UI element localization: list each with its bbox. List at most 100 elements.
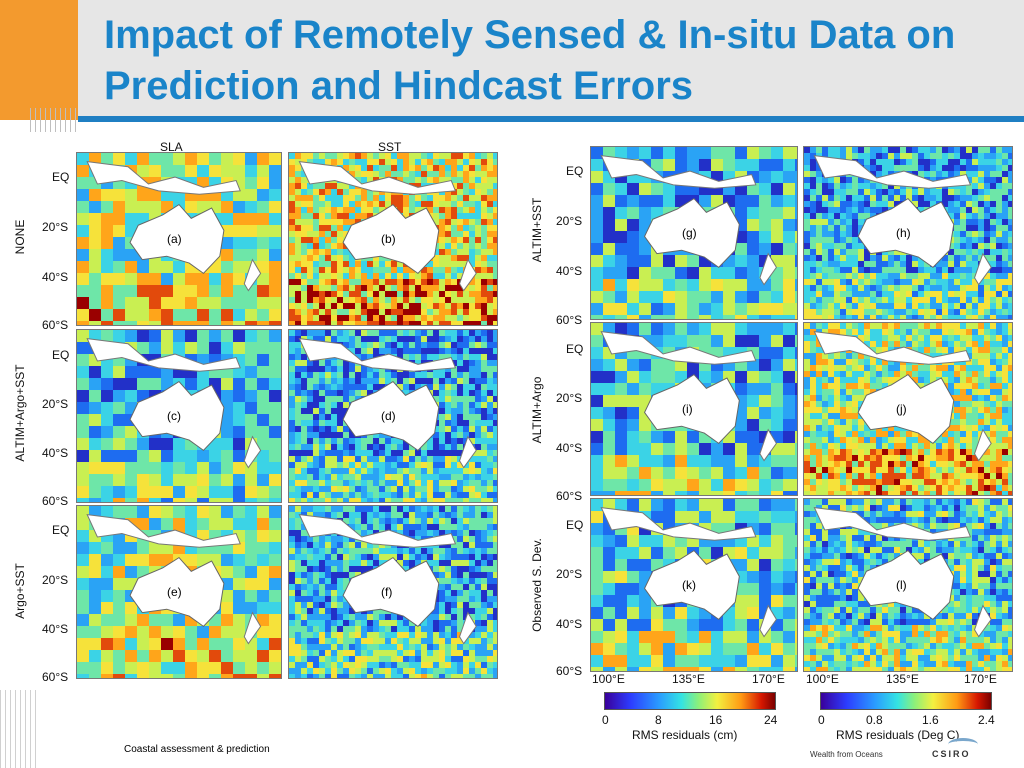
panel-label: (g): [682, 226, 697, 240]
colorbar-tick: 2.4: [978, 713, 995, 727]
lat-tick: 60°S: [556, 489, 583, 503]
lat-tick: EQ: [52, 523, 70, 537]
lon-tick: 170°E: [752, 672, 785, 686]
lat-tick: 40°S: [42, 446, 69, 460]
panel-label: (a): [167, 232, 182, 246]
colorbar-cm: [604, 692, 776, 710]
australia-landmass: [129, 203, 225, 275]
indonesia-landmass: [600, 154, 757, 189]
new-zealand-landmass: [974, 604, 992, 638]
lat-tick: EQ: [566, 164, 584, 178]
lat-tick: 20°S: [42, 397, 69, 411]
australia-landmass: [342, 203, 440, 275]
colorbar-tick: 8: [655, 713, 662, 727]
new-zealand-landmass: [243, 435, 262, 469]
panel-label: (k): [682, 578, 696, 592]
map-panel-g: (g): [590, 146, 798, 320]
map-panel-d: (d): [288, 329, 498, 503]
lat-tick: 60°S: [42, 318, 69, 332]
australia-landmass: [857, 373, 955, 445]
colorbar-tick: 0: [602, 713, 609, 727]
row-label-observed-sdev: Observed S. Dev.: [530, 538, 544, 632]
indonesia-landmass: [86, 337, 241, 372]
orange-accent-bar: [0, 0, 78, 120]
australia-landmass: [643, 549, 740, 621]
indonesia-landmass: [298, 160, 457, 195]
lon-tick: 100°E: [592, 672, 625, 686]
brand-tagline: Wealth from Oceans: [810, 750, 883, 759]
decorative-stripes: [30, 108, 78, 132]
panel-label: (h): [896, 226, 911, 240]
map-panel-c: (c): [76, 329, 282, 503]
new-zealand-landmass: [759, 252, 777, 286]
panel-label: (c): [167, 409, 181, 423]
indonesia-landmass: [298, 513, 457, 548]
indonesia-landmass: [298, 337, 457, 372]
colorbar-tick: 0.8: [866, 713, 883, 727]
panel-label: (d): [381, 409, 396, 423]
lat-tick: 60°S: [556, 313, 583, 327]
colorbar-label-cm: RMS residuals (cm): [632, 728, 738, 742]
new-zealand-landmass: [243, 611, 262, 645]
lat-tick: 20°S: [42, 573, 69, 587]
new-zealand-landmass: [459, 435, 477, 469]
lat-tick: 40°S: [556, 617, 583, 631]
row-label-altim-sst: ALTIM+SST: [530, 197, 544, 263]
indonesia-landmass: [600, 330, 757, 365]
indonesia-landmass: [600, 506, 757, 541]
lat-tick: EQ: [52, 348, 70, 362]
indonesia-landmass: [813, 506, 972, 541]
map-panel-j: (j): [803, 322, 1013, 496]
lat-tick: EQ: [52, 170, 70, 184]
lat-tick: 20°S: [556, 214, 583, 228]
map-panel-h: (h): [803, 146, 1013, 320]
row-label-altim-argo: ALTIM+Argo: [530, 376, 544, 444]
australia-landmass: [129, 380, 225, 452]
indonesia-landmass: [86, 513, 241, 548]
csiro-logo-icon: [948, 738, 978, 751]
decorative-stripes-bottom: [0, 690, 40, 768]
column-label-sst: SST: [378, 140, 402, 154]
map-panel-i: (i): [590, 322, 798, 496]
new-zealand-landmass: [243, 258, 262, 292]
australia-landmass: [129, 556, 225, 628]
colorbar-label-degc: RMS residuals (Deg C): [836, 728, 960, 742]
panel-label: (i): [682, 402, 693, 416]
indonesia-landmass: [813, 330, 972, 365]
lon-tick: 170°E: [964, 672, 997, 686]
lat-tick: 20°S: [42, 220, 69, 234]
lat-tick: 60°S: [42, 494, 69, 508]
new-zealand-landmass: [459, 611, 477, 645]
panel-label: (f): [381, 585, 393, 599]
row-label-altim-argo-sst: ALTIM+Argo+SST: [13, 364, 27, 462]
new-zealand-landmass: [974, 252, 992, 286]
lat-tick: 40°S: [556, 264, 583, 278]
colorbar-tick: 1.6: [922, 713, 939, 727]
new-zealand-landmass: [974, 428, 992, 462]
australia-landmass: [643, 373, 740, 445]
new-zealand-landmass: [459, 258, 477, 292]
lon-tick: 135°E: [886, 672, 919, 686]
slide-header: [0, 0, 1024, 120]
indonesia-landmass: [813, 154, 972, 189]
panel-label: (b): [381, 232, 396, 246]
panel-label: (j): [896, 402, 907, 416]
footer-text: Coastal assessment & prediction: [124, 744, 270, 755]
panel-label: (e): [167, 585, 182, 599]
new-zealand-landmass: [759, 604, 777, 638]
lat-tick: 40°S: [556, 441, 583, 455]
lat-tick: 60°S: [556, 664, 583, 678]
map-panel-l: (l): [803, 498, 1013, 672]
australia-landmass: [643, 197, 740, 269]
row-label-argo-sst: Argo+SST: [13, 563, 27, 619]
column-label-sla: SLA: [160, 140, 183, 154]
brand-name: CSIRO: [932, 749, 971, 759]
colorbar-tick: 24: [764, 713, 778, 727]
lat-tick: 20°S: [556, 567, 583, 581]
lat-tick: EQ: [566, 342, 584, 356]
slide-title: Impact of Remotely Sensed & In-situ Data…: [104, 13, 956, 108]
map-panel-a: (a): [76, 152, 282, 326]
panel-label: (l): [896, 578, 907, 592]
colorbar-tick: 0: [818, 713, 825, 727]
lat-tick: EQ: [566, 518, 584, 532]
